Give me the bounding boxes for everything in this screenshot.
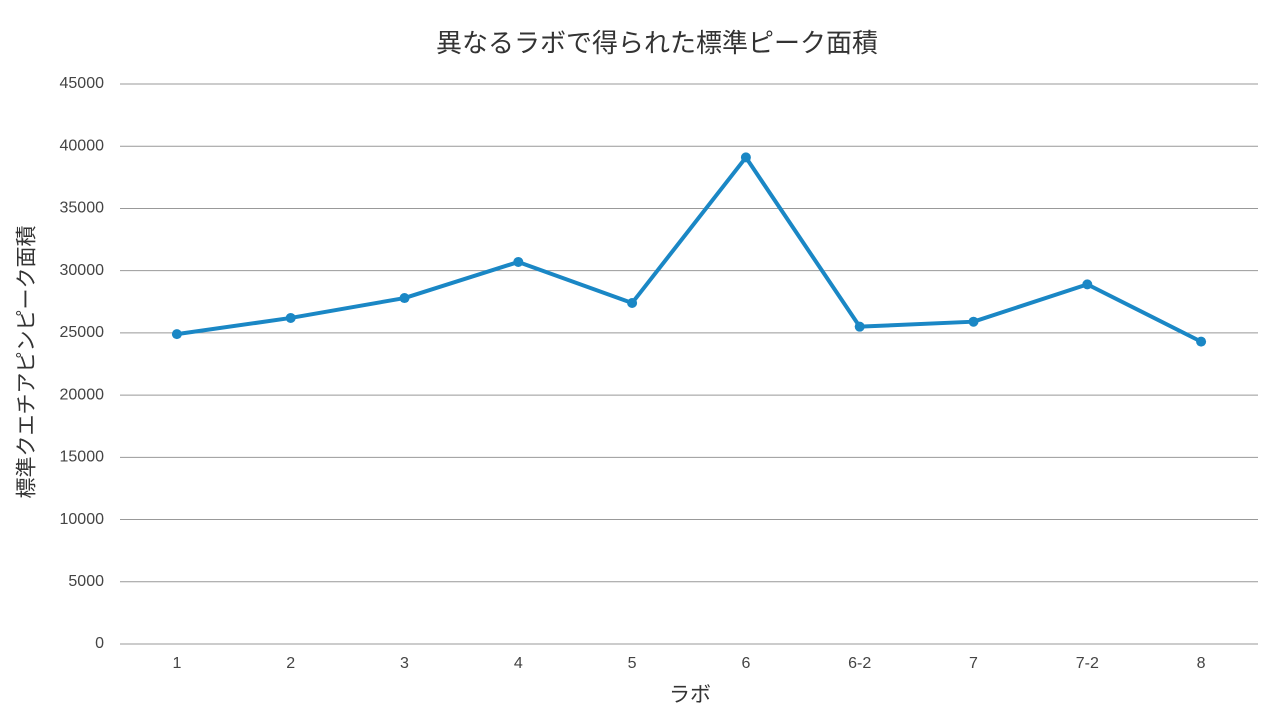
marker <box>740 152 751 163</box>
marker <box>513 256 524 267</box>
x-tick-label: 6-2 <box>848 655 871 672</box>
marker <box>171 329 182 340</box>
x-tick-label: 8 <box>1197 655 1206 672</box>
y-tick-label: 5000 <box>68 573 104 590</box>
x-tick-label: 2 <box>286 655 295 672</box>
x-tick-label: 7-2 <box>1076 655 1099 672</box>
chart-title: 異なるラボで得られた標準ピーク面積 <box>436 28 878 58</box>
y-tick-label: 25000 <box>60 324 105 341</box>
marker <box>968 316 979 327</box>
marker <box>1082 279 1093 290</box>
y-axis-label: 標準クエチアピンピーク面積 <box>16 226 39 499</box>
y-tick-label: 30000 <box>60 262 105 279</box>
x-tick-label: 7 <box>969 655 978 672</box>
marker <box>399 293 410 304</box>
marker <box>627 298 638 309</box>
x-tick-label: 4 <box>514 655 523 672</box>
marker <box>854 321 865 332</box>
marker <box>1196 336 1207 347</box>
x-tick-label: 5 <box>628 655 637 672</box>
y-tick-label: 45000 <box>60 75 105 92</box>
y-tick-label: 15000 <box>60 449 105 466</box>
y-tick-label: 35000 <box>60 200 105 217</box>
y-tick-label: 10000 <box>60 511 105 528</box>
y-tick-label: 0 <box>95 635 104 652</box>
x-axis-label: ラボ <box>669 684 711 707</box>
marker <box>285 312 296 323</box>
y-tick-label: 40000 <box>60 137 105 154</box>
y-tick-label: 20000 <box>60 386 105 403</box>
x-tick-label: 1 <box>172 655 181 672</box>
x-tick-label: 6 <box>741 655 750 672</box>
x-tick-label: 3 <box>400 655 409 672</box>
line <box>176 155 1202 344</box>
